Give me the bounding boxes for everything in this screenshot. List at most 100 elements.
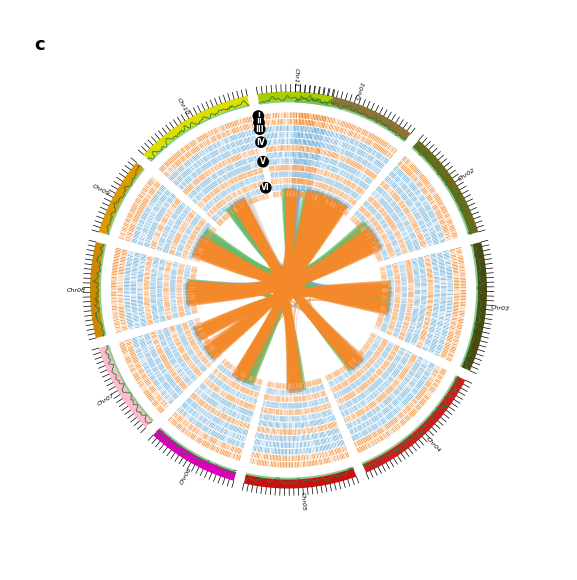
Polygon shape: [208, 194, 212, 198]
Polygon shape: [121, 347, 126, 349]
Polygon shape: [220, 382, 224, 387]
Polygon shape: [389, 235, 394, 238]
Polygon shape: [273, 435, 275, 441]
Polygon shape: [404, 339, 410, 342]
Polygon shape: [139, 340, 145, 343]
Polygon shape: [352, 168, 355, 173]
Polygon shape: [241, 132, 243, 138]
Polygon shape: [399, 181, 404, 186]
Polygon shape: [223, 168, 227, 173]
Polygon shape: [152, 209, 158, 213]
Polygon shape: [415, 295, 420, 296]
Polygon shape: [298, 396, 299, 402]
Polygon shape: [332, 429, 334, 434]
Polygon shape: [294, 178, 295, 184]
Polygon shape: [279, 449, 280, 454]
Polygon shape: [246, 172, 248, 177]
Polygon shape: [402, 400, 407, 405]
Polygon shape: [205, 427, 209, 433]
Polygon shape: [213, 351, 218, 355]
Polygon shape: [374, 399, 379, 404]
Polygon shape: [347, 204, 350, 209]
Polygon shape: [150, 247, 155, 249]
Polygon shape: [269, 153, 271, 158]
Polygon shape: [454, 296, 459, 297]
Polygon shape: [216, 204, 220, 209]
Polygon shape: [283, 397, 284, 402]
Polygon shape: [300, 185, 301, 191]
Polygon shape: [298, 390, 299, 395]
Polygon shape: [194, 349, 200, 352]
Polygon shape: [185, 368, 190, 372]
Polygon shape: [366, 390, 370, 394]
Polygon shape: [308, 401, 309, 407]
Polygon shape: [270, 428, 272, 434]
Polygon shape: [362, 416, 365, 421]
Polygon shape: [153, 401, 158, 405]
Polygon shape: [381, 328, 386, 331]
Polygon shape: [279, 390, 280, 395]
Polygon shape: [308, 160, 310, 165]
Polygon shape: [194, 198, 198, 202]
Polygon shape: [353, 218, 357, 223]
Polygon shape: [253, 398, 256, 404]
Polygon shape: [375, 325, 380, 328]
Polygon shape: [306, 395, 307, 401]
Polygon shape: [250, 411, 253, 416]
Polygon shape: [189, 372, 193, 376]
Polygon shape: [234, 440, 237, 445]
Polygon shape: [292, 443, 293, 448]
Polygon shape: [189, 193, 193, 198]
Polygon shape: [400, 182, 404, 187]
Polygon shape: [291, 409, 292, 415]
Polygon shape: [229, 403, 232, 408]
Polygon shape: [447, 294, 453, 295]
Polygon shape: [152, 336, 157, 338]
Polygon shape: [391, 173, 395, 177]
Polygon shape: [419, 339, 424, 342]
Polygon shape: [400, 308, 406, 309]
Polygon shape: [268, 160, 269, 165]
Polygon shape: [151, 244, 156, 246]
Polygon shape: [357, 363, 361, 368]
Polygon shape: [280, 178, 282, 184]
Polygon shape: [331, 450, 333, 455]
Polygon shape: [304, 126, 305, 132]
Polygon shape: [340, 148, 342, 154]
Polygon shape: [313, 181, 315, 187]
Polygon shape: [144, 295, 149, 296]
Polygon shape: [395, 277, 400, 278]
Polygon shape: [178, 306, 183, 307]
Polygon shape: [433, 369, 439, 372]
Polygon shape: [286, 443, 287, 448]
Polygon shape: [355, 211, 359, 215]
Polygon shape: [174, 238, 180, 240]
Polygon shape: [137, 225, 143, 228]
Polygon shape: [333, 188, 335, 193]
Polygon shape: [304, 435, 306, 441]
Polygon shape: [303, 146, 304, 151]
Polygon shape: [116, 331, 122, 333]
Polygon shape: [289, 443, 290, 448]
Polygon shape: [310, 147, 312, 153]
Polygon shape: [155, 194, 159, 198]
Polygon shape: [153, 238, 158, 241]
Polygon shape: [162, 343, 167, 346]
Polygon shape: [206, 443, 209, 448]
Polygon shape: [428, 284, 433, 285]
Polygon shape: [185, 311, 191, 313]
Polygon shape: [192, 140, 196, 146]
Polygon shape: [218, 389, 222, 394]
Polygon shape: [228, 452, 231, 458]
Polygon shape: [252, 452, 254, 458]
Polygon shape: [396, 236, 402, 239]
Polygon shape: [261, 181, 263, 187]
Polygon shape: [321, 136, 324, 142]
Polygon shape: [313, 140, 314, 146]
Polygon shape: [447, 273, 452, 274]
Polygon shape: [157, 348, 162, 351]
Polygon shape: [366, 139, 369, 144]
Polygon shape: [226, 213, 230, 218]
Polygon shape: [299, 126, 301, 132]
Polygon shape: [421, 298, 426, 299]
